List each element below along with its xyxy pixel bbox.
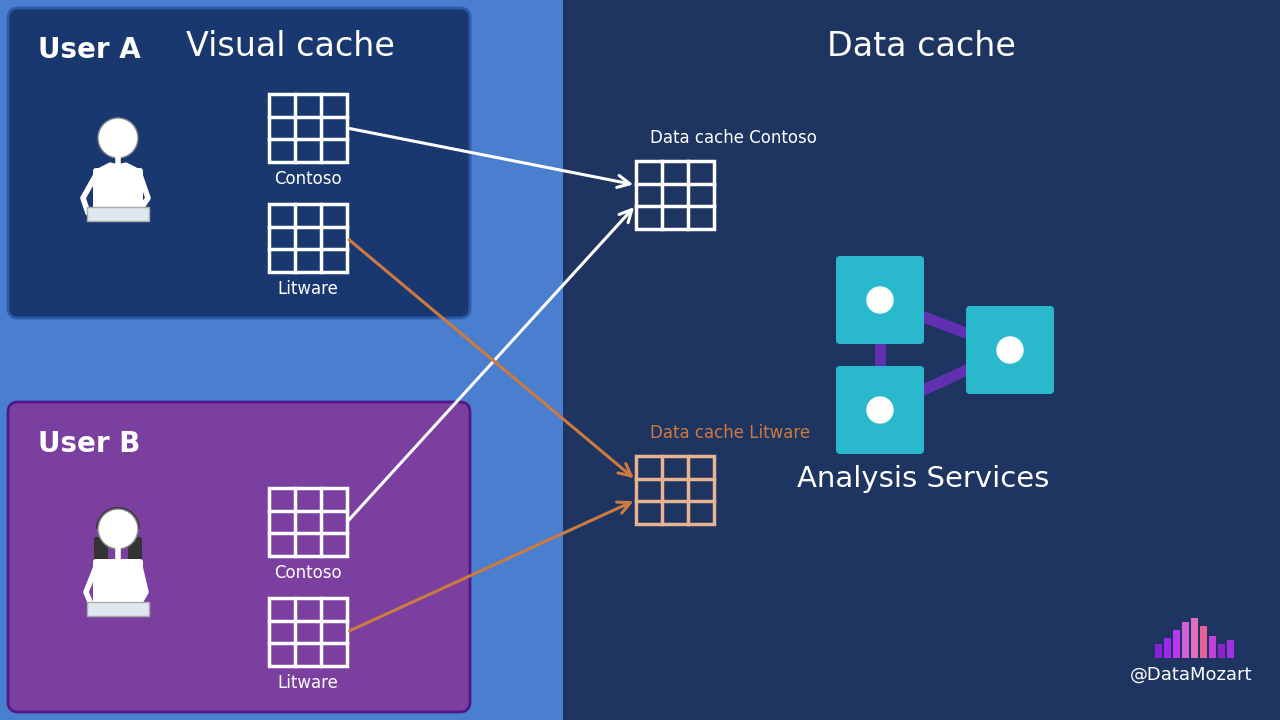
FancyBboxPatch shape [93, 537, 108, 571]
Bar [1219, 644, 1225, 658]
Circle shape [99, 509, 138, 549]
Text: Litware: Litware [278, 280, 338, 298]
Bar [1228, 640, 1234, 658]
Bar [1181, 622, 1189, 658]
Bar [1164, 638, 1171, 658]
Bar [1190, 618, 1198, 658]
Text: Contoso: Contoso [274, 170, 342, 188]
Bar [1172, 630, 1180, 658]
FancyBboxPatch shape [836, 256, 924, 344]
Circle shape [867, 287, 893, 313]
Text: User B: User B [38, 430, 141, 458]
FancyBboxPatch shape [87, 602, 148, 616]
Circle shape [997, 337, 1023, 363]
Bar [1210, 636, 1216, 658]
Bar [563, 0, 1280, 720]
Text: Analysis Services: Analysis Services [797, 465, 1050, 493]
Bar [269, 204, 347, 272]
Text: @DataMozart: @DataMozart [1130, 666, 1252, 684]
FancyBboxPatch shape [93, 559, 143, 613]
Polygon shape [100, 163, 136, 183]
Bar [1201, 626, 1207, 658]
Circle shape [99, 118, 138, 158]
FancyBboxPatch shape [128, 537, 142, 571]
Bar [1155, 644, 1162, 658]
FancyBboxPatch shape [966, 306, 1053, 394]
Circle shape [867, 397, 893, 423]
Bar [269, 488, 347, 556]
FancyBboxPatch shape [8, 402, 470, 712]
Bar [636, 456, 714, 524]
Bar [0, 0, 563, 720]
Text: Data cache Contoso: Data cache Contoso [650, 129, 817, 147]
Text: Visual cache: Visual cache [186, 30, 394, 63]
FancyBboxPatch shape [836, 366, 924, 454]
Text: Data cache: Data cache [827, 30, 1016, 63]
FancyBboxPatch shape [8, 8, 470, 318]
Bar [636, 161, 714, 229]
Text: Contoso: Contoso [274, 564, 342, 582]
FancyBboxPatch shape [87, 207, 148, 221]
Text: Litware: Litware [278, 674, 338, 692]
FancyBboxPatch shape [93, 168, 143, 219]
Bar [269, 94, 347, 162]
Bar [269, 598, 347, 666]
Text: User A: User A [38, 36, 141, 64]
Wedge shape [96, 507, 140, 529]
Text: Data cache Litware: Data cache Litware [650, 424, 810, 442]
